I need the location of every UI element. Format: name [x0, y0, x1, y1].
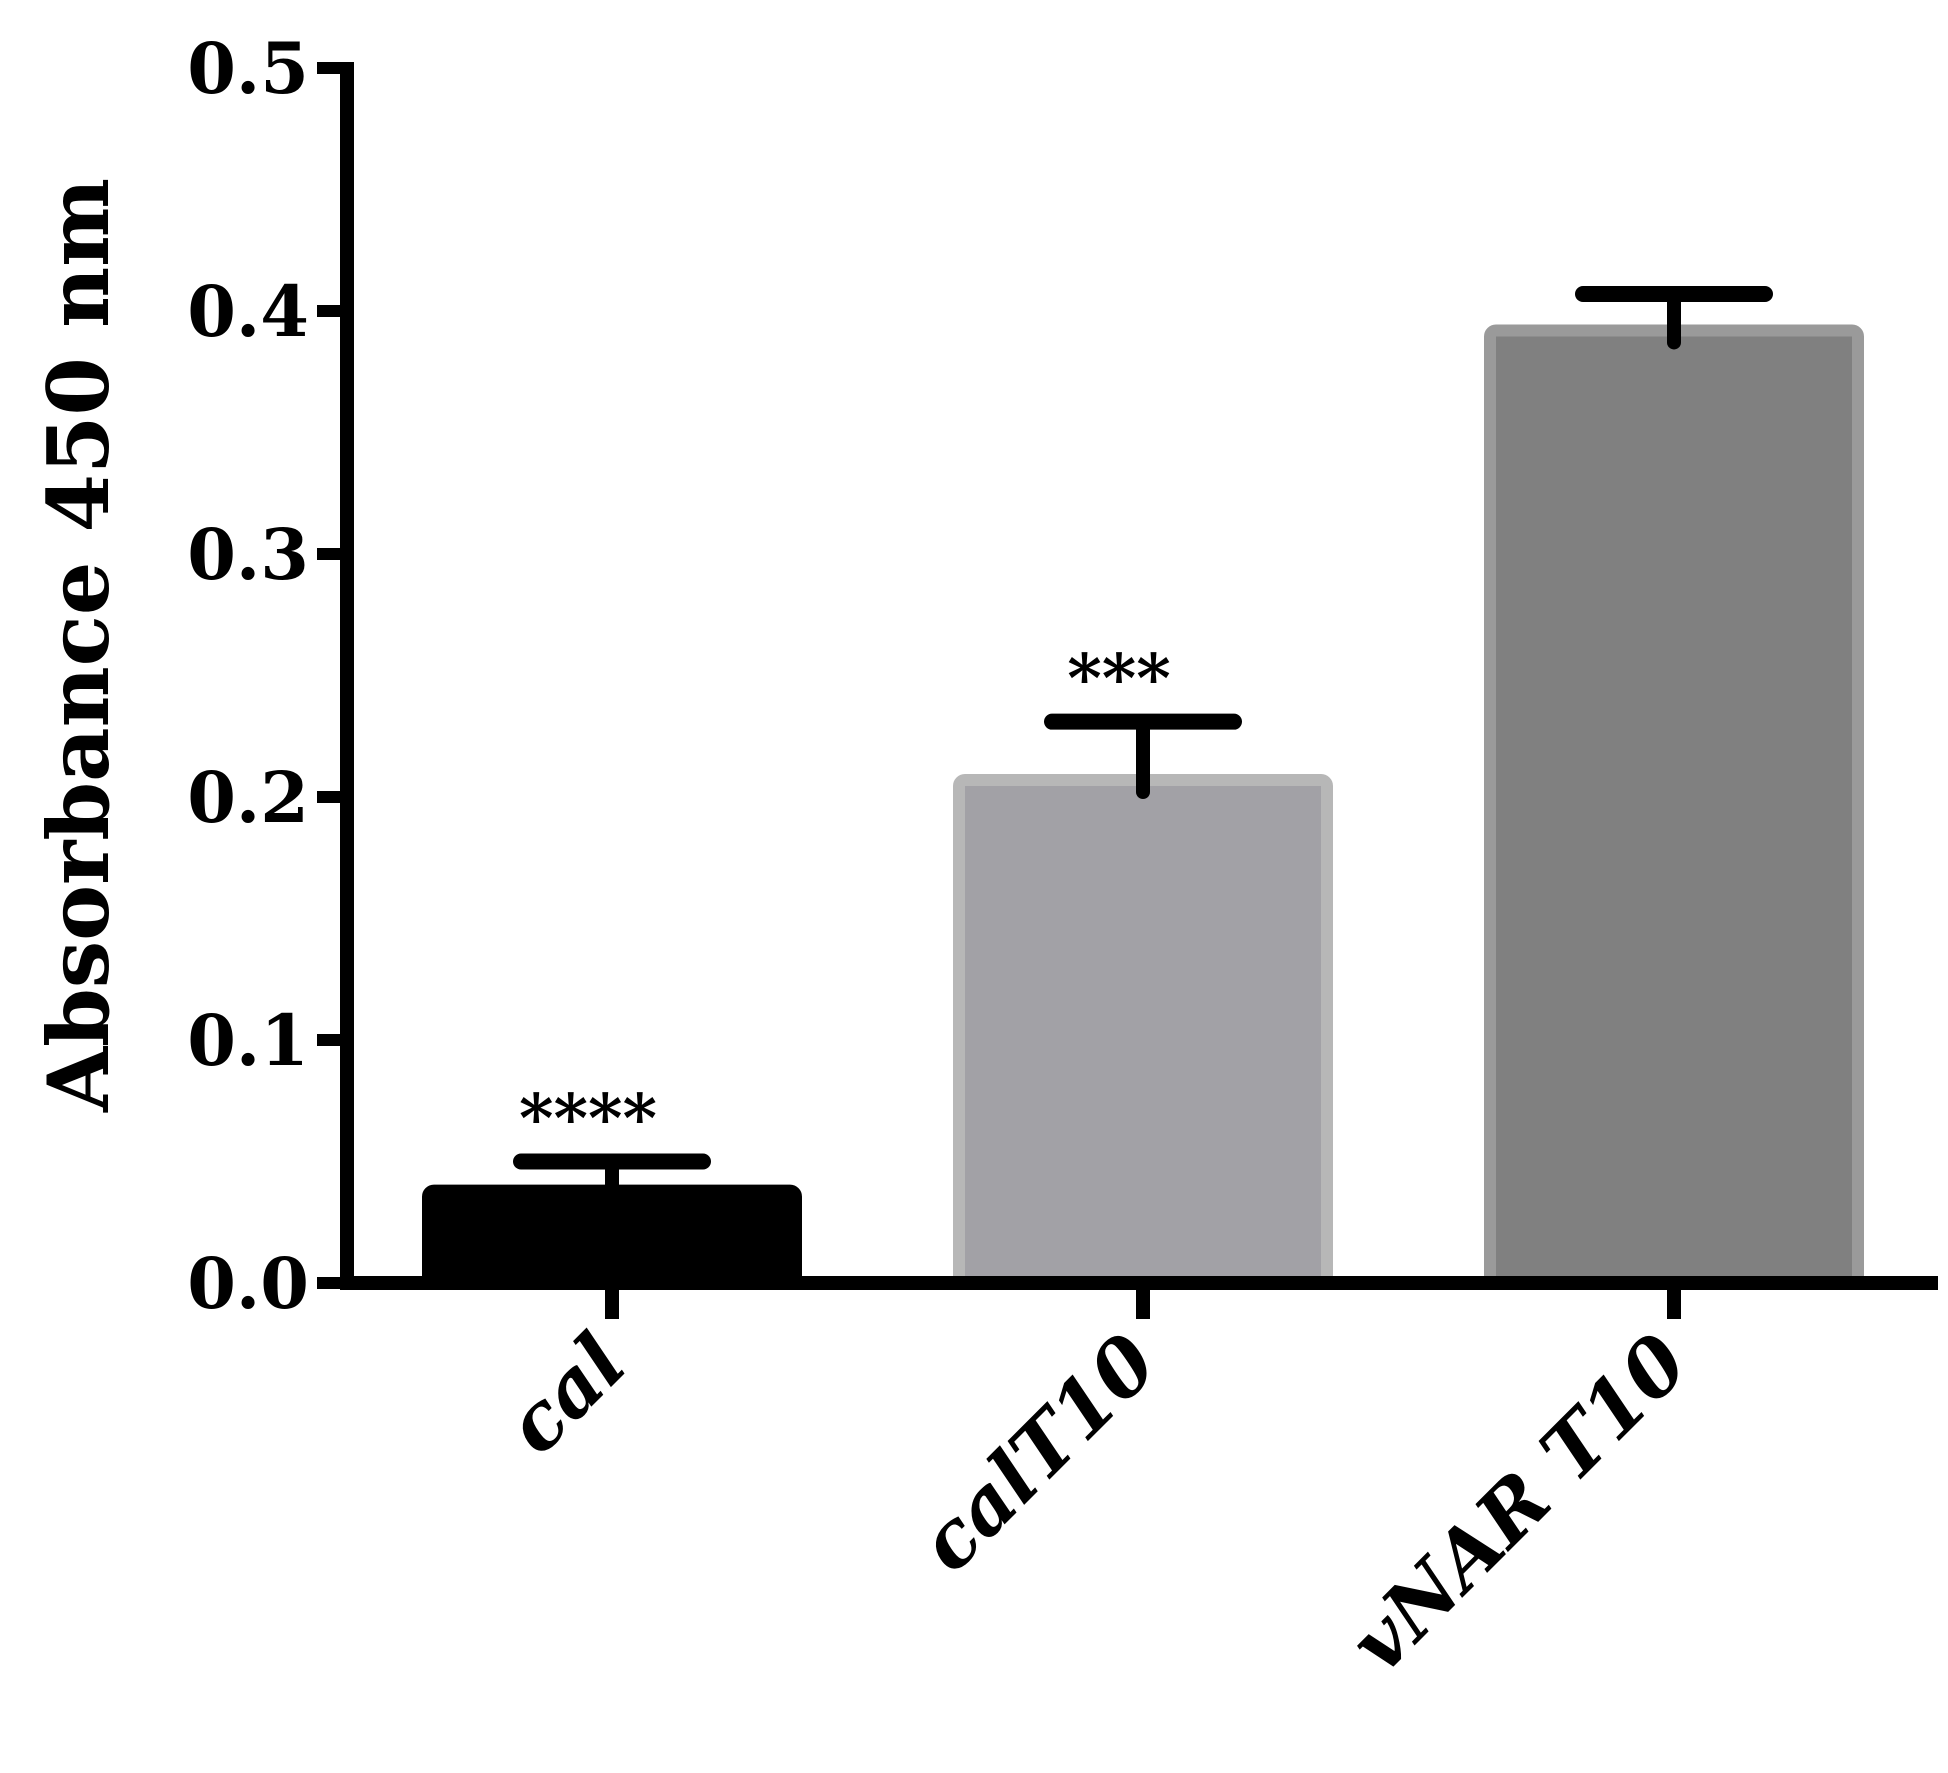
bar-2 — [1484, 324, 1864, 1289]
x-tick-label-1: calT10 — [902, 1317, 1174, 1589]
significance-label-0: **** — [519, 1080, 657, 1158]
y-tick-label-0: 0.0 — [187, 1242, 309, 1325]
y-tick-label-2: 0.2 — [187, 756, 309, 839]
y-tick-label-5: 0.5 — [187, 27, 309, 110]
bar-1 — [953, 773, 1333, 1289]
x-tick-label-0: cal — [489, 1317, 644, 1472]
y-tick-label-3: 0.3 — [187, 513, 309, 596]
y-axis-label: Absorbance 450 nm — [29, 178, 128, 1113]
significance-label-1: *** — [1067, 640, 1171, 718]
x-tick-label-2: vNAR T10 — [1333, 1317, 1705, 1689]
y-tick-label-4: 0.4 — [187, 270, 309, 353]
y-tick-label-1: 0.1 — [187, 999, 309, 1082]
